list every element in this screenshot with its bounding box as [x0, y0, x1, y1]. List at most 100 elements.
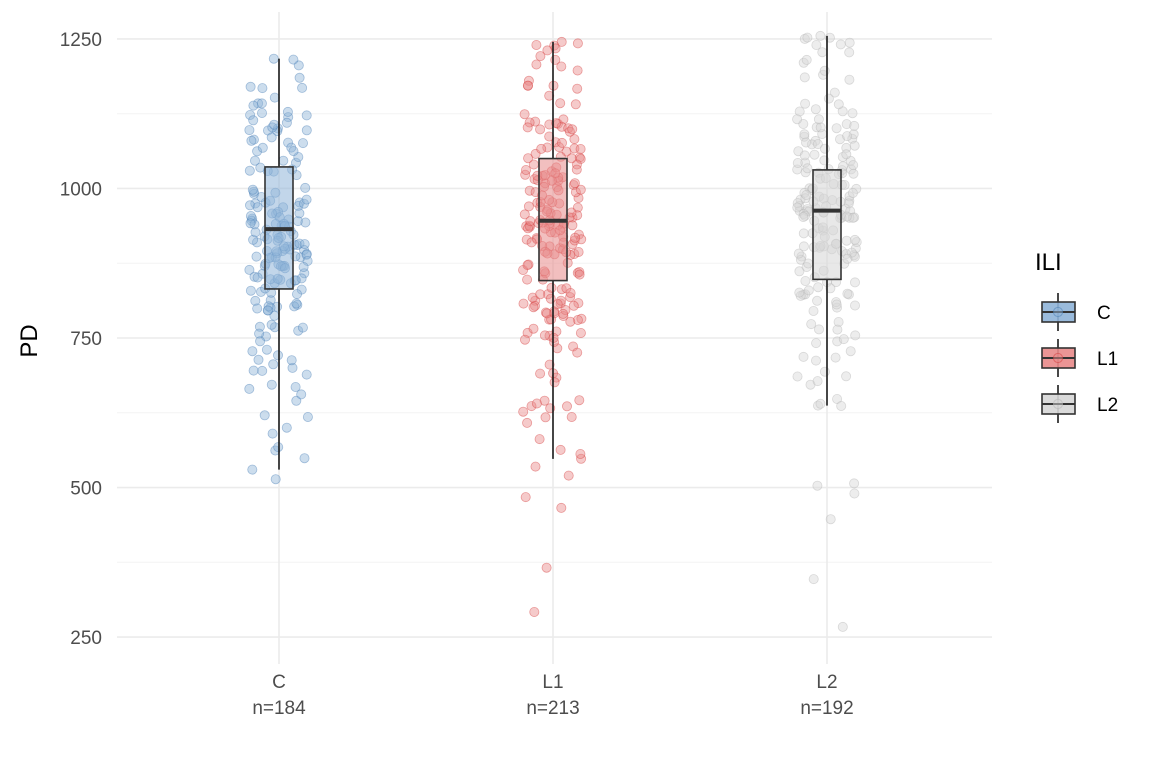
- jitter-point-C: [272, 123, 283, 134]
- jitter-point-C: [287, 362, 298, 373]
- jitter-point-L1: [524, 221, 535, 232]
- jitter-point-L1: [574, 395, 585, 406]
- x-tick-count-C: n=184: [252, 698, 306, 719]
- jitter-point-C: [244, 383, 255, 394]
- jitter-point-L1: [549, 40, 560, 51]
- legend-label-L2: L2: [1097, 395, 1118, 416]
- jitter-point-C: [282, 106, 293, 117]
- jitter-point-C: [248, 365, 259, 376]
- jitter-point-C: [250, 295, 261, 306]
- jitter-point-L1: [542, 45, 553, 56]
- jitter-point-C: [245, 210, 256, 221]
- jitter-point-L2: [801, 261, 812, 272]
- jitter-point-L1: [524, 220, 535, 231]
- jitter-point-L2: [799, 150, 810, 161]
- jitter-point-L2: [813, 282, 824, 293]
- jitter-point-C: [265, 295, 276, 306]
- y-axis: 250 500 750 1000 1250: [60, 30, 102, 649]
- jitter-point-L1: [556, 295, 567, 306]
- jitter-point-L2: [845, 155, 856, 166]
- jitter-point-L1: [526, 401, 537, 412]
- jitter-point-L2: [801, 54, 812, 65]
- jitter-point-L1: [544, 119, 555, 130]
- jitter-point-L1: [522, 260, 533, 271]
- legend-entry-L1: L1: [1041, 339, 1118, 377]
- jitter-point-C: [248, 186, 259, 197]
- jitter-point-L2: [849, 140, 860, 151]
- jitter-point-L2: [842, 131, 853, 142]
- jitter-point-C: [266, 379, 277, 390]
- jitter-point-L2: [837, 151, 848, 162]
- jitter-point-L2: [835, 39, 846, 50]
- jitter-point-L2: [792, 198, 803, 209]
- jitter-point-L2: [849, 488, 860, 499]
- jitter-point-L2: [795, 194, 806, 205]
- jitter-point-C: [251, 251, 262, 262]
- jitter-point-L2: [842, 253, 853, 264]
- jitter-point-L2: [832, 393, 843, 404]
- jitter-point-C: [247, 346, 258, 357]
- jitter-point-L1: [523, 259, 534, 270]
- jitter-point-C: [269, 92, 280, 103]
- jitter-point-C: [252, 303, 263, 314]
- jitter-point-C: [269, 119, 280, 130]
- jitter-point-L1: [565, 316, 576, 327]
- jitter-point-C: [270, 445, 281, 456]
- jitter-point-C: [247, 213, 258, 224]
- jitter-point-C: [266, 132, 277, 143]
- jitter-point-L2: [811, 355, 822, 366]
- jitter-point-L2: [843, 289, 854, 300]
- jitter-point-L2: [792, 164, 803, 175]
- jitter-point-L2: [800, 98, 811, 109]
- jitter-point-L1: [519, 209, 530, 220]
- jitter-point-L2: [812, 295, 823, 306]
- jitter-point-L2: [832, 336, 843, 347]
- jitter-point-L2: [802, 163, 813, 174]
- jitter-point-L1: [541, 562, 552, 573]
- jitter-point-L1: [549, 336, 560, 347]
- jitter-point-L2: [796, 251, 807, 262]
- jitter-point-C: [281, 117, 292, 128]
- jitter-point-L2: [815, 398, 826, 409]
- jitter-point-L1: [518, 406, 529, 417]
- jitter-point-L1: [574, 152, 585, 163]
- jitter-point-L1: [574, 269, 585, 280]
- jitter-point-C: [249, 155, 260, 166]
- x-axis: Cn=184 L1 n=213 L2 n=192: [252, 672, 853, 719]
- jitter-point-L1: [574, 266, 585, 277]
- jitter-point-L2: [831, 299, 842, 310]
- jitter-point-L1: [565, 292, 576, 303]
- jitter-point-L1: [530, 116, 541, 127]
- jitter-point-L1: [523, 75, 534, 86]
- jitter-point-L2: [844, 47, 855, 58]
- jitter-point-L2: [841, 235, 852, 246]
- legend-label-C: C: [1097, 303, 1111, 324]
- jitter-point-C: [255, 286, 266, 297]
- jitter-point-L2: [850, 330, 861, 341]
- jitter-point-L2: [811, 40, 822, 51]
- jitter-point-C: [252, 202, 263, 213]
- jitter-point-C: [300, 182, 311, 193]
- jitter-point-L1: [572, 38, 583, 49]
- jitter-point-C: [248, 100, 259, 111]
- jitter-point-L2: [843, 198, 854, 209]
- jitter-point-L1: [572, 267, 583, 278]
- jitter-point-C: [244, 165, 255, 176]
- jitter-point-L2: [798, 208, 809, 219]
- jitter-point-L1: [555, 298, 566, 309]
- jitter-point-L1: [531, 398, 542, 409]
- jitter-point-C: [247, 464, 258, 475]
- jitter-point-L1: [520, 334, 531, 345]
- box-elements: [264, 35, 842, 470]
- jitter-point-L2: [833, 316, 844, 327]
- jitter-point-L2: [814, 324, 825, 335]
- jitter-point-L2: [798, 228, 809, 239]
- jitter-point-C: [254, 321, 265, 332]
- jitter-point-L2: [798, 241, 809, 252]
- jitter-point-L1: [531, 59, 542, 70]
- jitter-point-C: [257, 142, 268, 153]
- jitter-point-C: [294, 72, 305, 83]
- jitter-point-L2: [845, 346, 856, 357]
- jitter-point-L2: [842, 288, 853, 299]
- jitter-point-L2: [838, 334, 849, 345]
